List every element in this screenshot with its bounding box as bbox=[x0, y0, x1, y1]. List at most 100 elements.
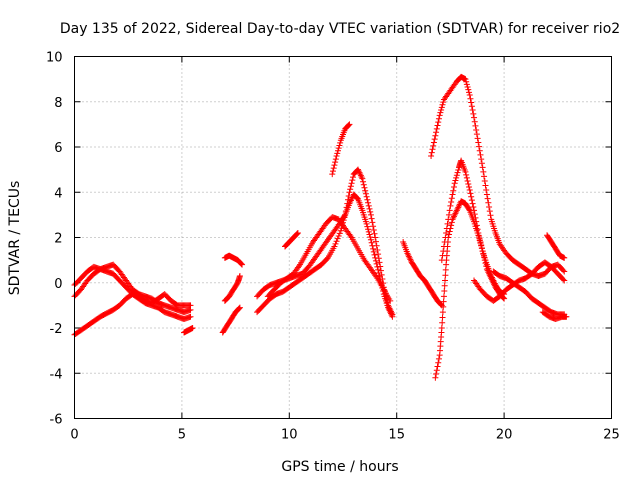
data-point bbox=[441, 288, 448, 295]
series-arc-q bbox=[471, 259, 568, 304]
data-point bbox=[440, 293, 447, 300]
data-point bbox=[370, 223, 377, 230]
data-point bbox=[374, 246, 381, 253]
data-point bbox=[481, 173, 488, 180]
data-point bbox=[448, 219, 455, 226]
data-point bbox=[373, 242, 380, 249]
data-point bbox=[364, 196, 371, 203]
data-point bbox=[348, 180, 355, 187]
data-point bbox=[361, 184, 368, 191]
data-point bbox=[364, 223, 371, 230]
data-point bbox=[469, 107, 476, 114]
series-arc-f bbox=[221, 272, 243, 304]
data-point bbox=[433, 371, 440, 378]
series-arc-r bbox=[490, 268, 568, 318]
series-arc-t bbox=[544, 232, 568, 261]
data-point bbox=[479, 248, 486, 255]
data-point bbox=[336, 230, 343, 237]
data-point bbox=[438, 107, 445, 114]
data-point bbox=[342, 211, 349, 218]
data-point bbox=[442, 234, 449, 241]
data-point bbox=[432, 374, 439, 381]
data-point bbox=[375, 251, 382, 258]
data-point bbox=[483, 191, 490, 198]
data-point bbox=[446, 207, 453, 214]
data-point bbox=[378, 271, 385, 278]
data-point bbox=[464, 84, 471, 91]
series-arc-o bbox=[438, 157, 508, 302]
data-point bbox=[370, 248, 377, 255]
data-point bbox=[447, 202, 454, 209]
data-point bbox=[329, 171, 336, 178]
data-point bbox=[443, 229, 450, 236]
data-point bbox=[379, 275, 386, 282]
data-point bbox=[363, 193, 370, 200]
data-point bbox=[365, 202, 372, 209]
data-point bbox=[239, 261, 246, 268]
series-arc-c bbox=[71, 291, 194, 338]
data-point bbox=[344, 200, 351, 207]
data-point bbox=[442, 277, 449, 284]
data-point bbox=[464, 177, 471, 184]
data-point bbox=[561, 254, 568, 261]
series-arc-l bbox=[329, 121, 353, 178]
data-point bbox=[501, 295, 508, 302]
data-point bbox=[434, 363, 441, 370]
data-point bbox=[440, 243, 447, 250]
axes: 0 5 10 15 20 25 -6 -4 -2 0 2 4 6 8 10 bbox=[46, 51, 620, 443]
series-arc-i bbox=[254, 166, 396, 318]
data-point bbox=[470, 203, 477, 210]
data-point bbox=[438, 104, 445, 111]
data-point bbox=[331, 243, 338, 250]
data-point bbox=[375, 266, 382, 273]
data-point bbox=[366, 205, 373, 212]
data-point bbox=[236, 304, 243, 311]
data-point bbox=[476, 147, 483, 154]
series-arc-m bbox=[400, 239, 445, 309]
x-axis-label: GPS time / hours bbox=[281, 459, 398, 475]
x-tick-label: 5 bbox=[178, 428, 186, 443]
data-point bbox=[462, 76, 469, 83]
data-point bbox=[468, 103, 475, 110]
data-point bbox=[334, 150, 341, 157]
series-arc-e bbox=[221, 252, 246, 268]
data-point bbox=[477, 151, 484, 158]
data-point bbox=[473, 222, 480, 229]
data-point bbox=[360, 181, 367, 188]
data-point bbox=[483, 263, 490, 270]
data-point bbox=[337, 227, 344, 234]
data-point bbox=[440, 303, 447, 310]
series-arc-k bbox=[282, 229, 301, 250]
data-point bbox=[430, 139, 437, 146]
data-point bbox=[371, 230, 378, 237]
data-point bbox=[343, 204, 350, 211]
data-point bbox=[332, 240, 339, 247]
data-point bbox=[472, 214, 479, 221]
data-point bbox=[331, 162, 338, 169]
data-point bbox=[187, 313, 194, 320]
data-point bbox=[354, 195, 361, 202]
y-tick-label: 4 bbox=[54, 186, 62, 201]
data-point bbox=[463, 81, 470, 88]
grid bbox=[74, 56, 612, 419]
data-point bbox=[451, 180, 458, 187]
data-point bbox=[467, 95, 474, 102]
data-point bbox=[482, 182, 489, 189]
data-point bbox=[372, 238, 379, 245]
data-point bbox=[332, 159, 339, 166]
data-point bbox=[370, 245, 377, 252]
data-point bbox=[329, 168, 336, 175]
data-point bbox=[335, 145, 342, 152]
data-point bbox=[435, 115, 442, 122]
data-point bbox=[323, 255, 330, 262]
data-point bbox=[561, 277, 568, 284]
data-point bbox=[466, 183, 473, 190]
data-point bbox=[335, 232, 342, 239]
data-point bbox=[359, 175, 366, 182]
data-point bbox=[560, 276, 567, 283]
data-point bbox=[435, 119, 442, 126]
data-point bbox=[444, 220, 451, 227]
data-point bbox=[462, 168, 469, 175]
x-tick-label: 15 bbox=[388, 428, 405, 443]
data-point bbox=[187, 302, 194, 309]
